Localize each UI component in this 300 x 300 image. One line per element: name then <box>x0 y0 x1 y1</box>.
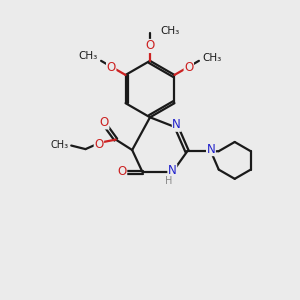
Text: O: O <box>146 40 154 52</box>
Text: O: O <box>184 61 194 74</box>
Text: O: O <box>106 61 116 74</box>
Text: N: N <box>168 164 177 177</box>
Text: CH₃: CH₃ <box>79 51 98 62</box>
Text: N: N <box>172 118 181 131</box>
Text: N: N <box>207 142 215 156</box>
Text: CH₃: CH₃ <box>202 53 221 63</box>
Text: H: H <box>165 176 172 186</box>
Text: O: O <box>94 138 104 151</box>
Text: CH₃: CH₃ <box>160 26 180 36</box>
Text: CH₃: CH₃ <box>50 140 68 150</box>
Text: O: O <box>100 116 109 129</box>
Text: O: O <box>117 165 127 178</box>
